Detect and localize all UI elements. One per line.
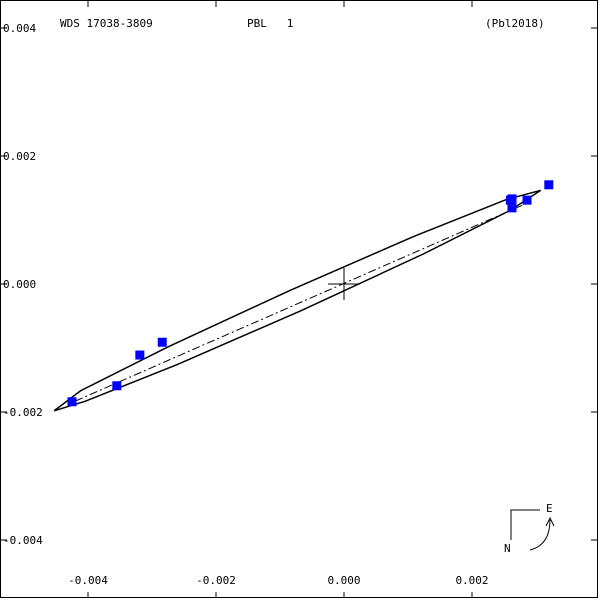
x-tick-label: 0.002 xyxy=(455,574,488,587)
chart-subtitle: PBL 1 xyxy=(247,17,293,30)
y-tick-label: 0.004 xyxy=(3,22,36,35)
observation xyxy=(522,195,532,205)
observation xyxy=(544,180,554,190)
observation xyxy=(505,195,515,205)
compass-north: N xyxy=(504,542,511,555)
reference: (Pbl2018) xyxy=(485,17,545,30)
y-tick-label: 0.000 xyxy=(3,278,36,291)
chart-title: WDS 17038-3809 xyxy=(60,17,153,30)
observation xyxy=(507,203,517,213)
compass-east: E xyxy=(546,502,553,515)
y-tick-label: -0.004 xyxy=(3,534,43,547)
observation xyxy=(157,337,167,347)
x-tick-label: -0.004 xyxy=(68,574,108,587)
y-tick-label: -0.002 xyxy=(3,406,43,419)
orbit xyxy=(53,189,542,412)
observation xyxy=(112,381,122,391)
observation xyxy=(67,397,77,407)
y-tick-label: 0.002 xyxy=(3,150,36,163)
x-tick-label: 0.000 xyxy=(327,574,360,587)
observation xyxy=(135,350,145,360)
x-tick-label: -0.002 xyxy=(196,574,236,587)
compass-arrow xyxy=(529,516,555,551)
compass xyxy=(510,509,540,540)
line-of-nodes xyxy=(74,201,530,402)
